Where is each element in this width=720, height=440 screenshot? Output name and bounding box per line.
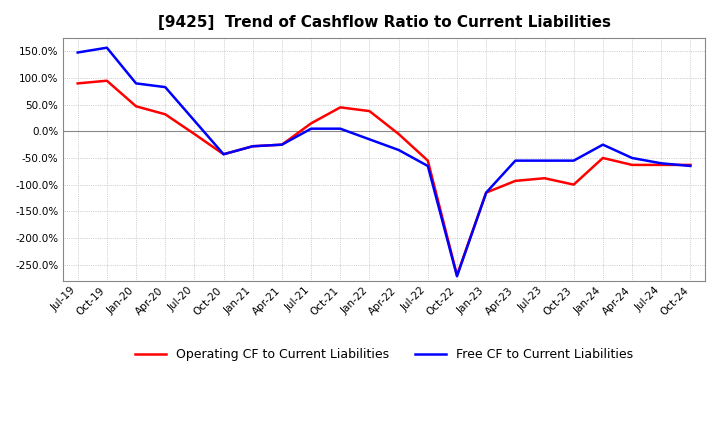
Free CF to Current Liabilities: [423, 163, 432, 169]
Free CF to Current Liabilities: [657, 161, 665, 166]
Free CF to Current Liabilities: [570, 158, 578, 163]
Free CF to Current Liabilities: [220, 152, 228, 157]
Operating CF to Current Liabilities: [540, 176, 549, 181]
Free CF to Current Liabilities: [628, 155, 636, 161]
Free CF to Current Liabilities: [278, 142, 287, 147]
Free CF to Current Liabilities: [161, 84, 169, 90]
Free CF to Current Liabilities: [482, 190, 490, 195]
Free CF to Current Liabilities: [395, 147, 403, 153]
Free CF to Current Liabilities: [132, 81, 140, 86]
Operating CF to Current Liabilities: [220, 152, 228, 157]
Free CF to Current Liabilities: [686, 163, 695, 169]
Free CF to Current Liabilities: [365, 137, 374, 142]
Operating CF to Current Liabilities: [598, 155, 607, 161]
Free CF to Current Liabilities: [248, 143, 257, 149]
Operating CF to Current Liabilities: [73, 81, 82, 86]
Operating CF to Current Liabilities: [628, 162, 636, 168]
Free CF to Current Liabilities: [73, 50, 82, 55]
Free CF to Current Liabilities: [540, 158, 549, 163]
Operating CF to Current Liabilities: [482, 190, 490, 195]
Line: Free CF to Current Liabilities: Free CF to Current Liabilities: [78, 48, 690, 276]
Free CF to Current Liabilities: [336, 126, 345, 131]
Operating CF to Current Liabilities: [686, 162, 695, 168]
Operating CF to Current Liabilities: [570, 182, 578, 187]
Free CF to Current Liabilities: [190, 118, 199, 123]
Operating CF to Current Liabilities: [657, 162, 665, 168]
Operating CF to Current Liabilities: [453, 272, 462, 278]
Free CF to Current Liabilities: [307, 126, 315, 131]
Operating CF to Current Liabilities: [161, 112, 169, 117]
Operating CF to Current Liabilities: [307, 121, 315, 126]
Free CF to Current Liabilities: [598, 142, 607, 147]
Operating CF to Current Liabilities: [190, 132, 199, 137]
Legend: Operating CF to Current Liabilities, Free CF to Current Liabilities: Operating CF to Current Liabilities, Fre…: [130, 343, 638, 367]
Operating CF to Current Liabilities: [395, 132, 403, 137]
Operating CF to Current Liabilities: [102, 78, 111, 83]
Operating CF to Current Liabilities: [423, 158, 432, 163]
Free CF to Current Liabilities: [511, 158, 520, 163]
Free CF to Current Liabilities: [102, 45, 111, 50]
Operating CF to Current Liabilities: [336, 105, 345, 110]
Operating CF to Current Liabilities: [248, 143, 257, 149]
Operating CF to Current Liabilities: [365, 108, 374, 114]
Line: Operating CF to Current Liabilities: Operating CF to Current Liabilities: [78, 81, 690, 275]
Operating CF to Current Liabilities: [511, 178, 520, 183]
Operating CF to Current Liabilities: [132, 104, 140, 109]
Free CF to Current Liabilities: [453, 274, 462, 279]
Title: [9425]  Trend of Cashflow Ratio to Current Liabilities: [9425] Trend of Cashflow Ratio to Curren…: [158, 15, 611, 30]
Operating CF to Current Liabilities: [278, 142, 287, 147]
